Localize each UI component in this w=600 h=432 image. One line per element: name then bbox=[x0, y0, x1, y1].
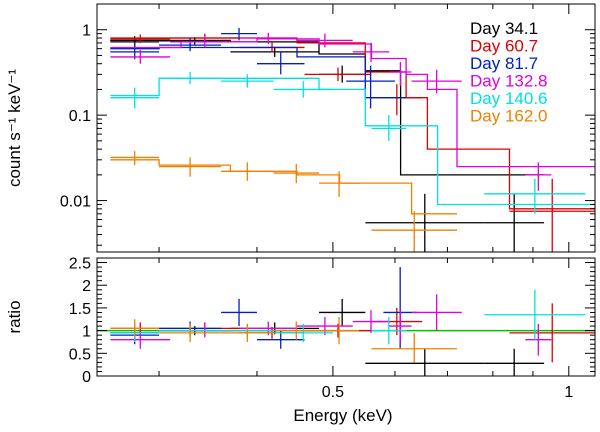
spectrum-panel: 0.01 0.1 1 count s⁻¹ keV⁻¹ bbox=[5, 3, 596, 253]
legend-entry: Day 60.7 bbox=[470, 37, 538, 56]
ratio-panel: 0 0.5 1 1.5 2 2.5 ratio bbox=[5, 256, 596, 386]
data-point-day-162-0 bbox=[371, 211, 458, 252]
data-point-day-132-8 bbox=[389, 61, 412, 86]
series-day-81-7 bbox=[110, 27, 407, 109]
legend-entry: Day 162.0 bbox=[470, 107, 548, 126]
data-point-day-60-7 bbox=[509, 178, 595, 252]
ratio-point-day-140-6 bbox=[371, 317, 407, 345]
legend-entry: Day 34.1 bbox=[470, 19, 538, 38]
data-point-day-34-1 bbox=[484, 193, 545, 252]
series-day-162-0 bbox=[110, 151, 458, 252]
model-step-day-81-7 bbox=[110, 46, 407, 99]
data-point-day-34-1 bbox=[365, 193, 485, 252]
ratio-ytick-label: 2.5 bbox=[69, 256, 91, 273]
ratio-point-day-162-0 bbox=[319, 317, 360, 345]
ratio-point-day-132-8 bbox=[389, 310, 412, 342]
data-point-day-162-0 bbox=[110, 151, 160, 166]
ratio-point-day-132-8 bbox=[525, 323, 552, 356]
spectrum-ylabel: count s⁻¹ keV⁻¹ bbox=[5, 69, 24, 187]
data-point-day-140-6 bbox=[159, 71, 222, 85]
xtick-label: 1 bbox=[564, 384, 573, 401]
data-point-day-60-7 bbox=[110, 34, 171, 43]
data-point-day-162-0 bbox=[221, 162, 274, 181]
data-point-day-34-1 bbox=[230, 46, 320, 57]
ratio-point-day-162-0 bbox=[110, 319, 160, 338]
legend-entry: Day 81.7 bbox=[470, 54, 538, 73]
data-point-day-132-8 bbox=[110, 49, 171, 64]
ratio-series-day-162-0 bbox=[110, 317, 458, 363]
data-point-day-140-6 bbox=[221, 74, 274, 88]
ratio-point-day-132-8 bbox=[297, 317, 353, 336]
ratio-point-day-132-8 bbox=[352, 310, 390, 333]
data-point-day-162-0 bbox=[273, 163, 320, 184]
ratio-point-day-60-7 bbox=[509, 303, 595, 363]
ratio-point-day-162-0 bbox=[371, 332, 458, 363]
data-point-day-140-6 bbox=[484, 178, 586, 214]
spectrum-ytick-label: 0.1 bbox=[69, 108, 91, 125]
spectrum-ytick-label: 1 bbox=[82, 23, 91, 40]
ratio-point-day-140-6 bbox=[484, 289, 586, 340]
x-axis-label: Energy (keV) bbox=[293, 406, 392, 425]
ratio-point-day-34-1 bbox=[484, 348, 545, 376]
ratio-point-day-162-0 bbox=[159, 323, 222, 342]
ratio-ytick-label: 0 bbox=[82, 369, 91, 386]
data-point-day-81-7 bbox=[256, 51, 305, 75]
data-point-day-140-6 bbox=[273, 81, 333, 98]
data-point-day-140-6 bbox=[110, 87, 160, 109]
ratio-point-day-162-0 bbox=[273, 321, 320, 340]
legend-entry: Day 132.8 bbox=[470, 72, 548, 91]
ratio-point-day-162-0 bbox=[221, 323, 274, 342]
ratio-series-day-132-8 bbox=[110, 294, 552, 356]
ratio-frame bbox=[96, 257, 596, 377]
data-point-day-81-7 bbox=[221, 27, 257, 41]
series-day-132-8 bbox=[110, 32, 595, 191]
ratio-series-day-34-1 bbox=[110, 298, 545, 376]
series-day-140-6 bbox=[110, 71, 595, 214]
data-point-day-162-0 bbox=[159, 157, 222, 177]
data-point-day-132-8 bbox=[411, 69, 462, 94]
model-step-day-162-0 bbox=[110, 159, 457, 215]
data-point-day-132-8 bbox=[352, 42, 390, 62]
spectrum-ytick-label: 0.01 bbox=[60, 194, 91, 211]
data-point-day-132-8 bbox=[525, 162, 552, 191]
ratio-series-day-81-7 bbox=[110, 267, 417, 349]
xtick-label: 0.5 bbox=[322, 384, 344, 401]
data-point-day-60-7 bbox=[371, 84, 423, 116]
data-point-day-60-7 bbox=[304, 67, 372, 82]
legend-entry: Day 140.6 bbox=[470, 89, 548, 108]
data-point-day-81-7 bbox=[346, 65, 395, 109]
data-point-day-132-8 bbox=[170, 36, 240, 48]
ratio-point-day-34-1 bbox=[365, 348, 485, 376]
ratio-ylabel: ratio bbox=[5, 300, 24, 333]
data-point-day-132-8 bbox=[297, 33, 353, 48]
ratio-series-day-140-6 bbox=[110, 289, 586, 345]
ratio-ytick-label: 1.5 bbox=[69, 301, 91, 318]
ratio-point-day-81-7 bbox=[221, 298, 257, 327]
ratio-point-day-34-1 bbox=[319, 298, 366, 327]
model-step-day-140-6 bbox=[110, 77, 595, 206]
ratio-point-day-132-8 bbox=[411, 294, 462, 331]
ratio-ytick-label: 1 bbox=[82, 324, 91, 341]
data-point-day-140-6 bbox=[371, 115, 407, 141]
data-point-day-81-7 bbox=[159, 37, 222, 52]
x-axis: 0.5 1 bbox=[158, 4, 573, 401]
ratio-point-day-132-8 bbox=[110, 330, 171, 349]
ratio-point-day-140-6 bbox=[273, 323, 333, 342]
series-day-34-1 bbox=[110, 36, 545, 252]
ratio-ytick-label: 0.5 bbox=[69, 346, 91, 363]
data-point-day-132-8 bbox=[239, 32, 298, 45]
data-point-day-162-0 bbox=[319, 171, 360, 198]
ratio-ytick-label: 2 bbox=[82, 278, 91, 295]
